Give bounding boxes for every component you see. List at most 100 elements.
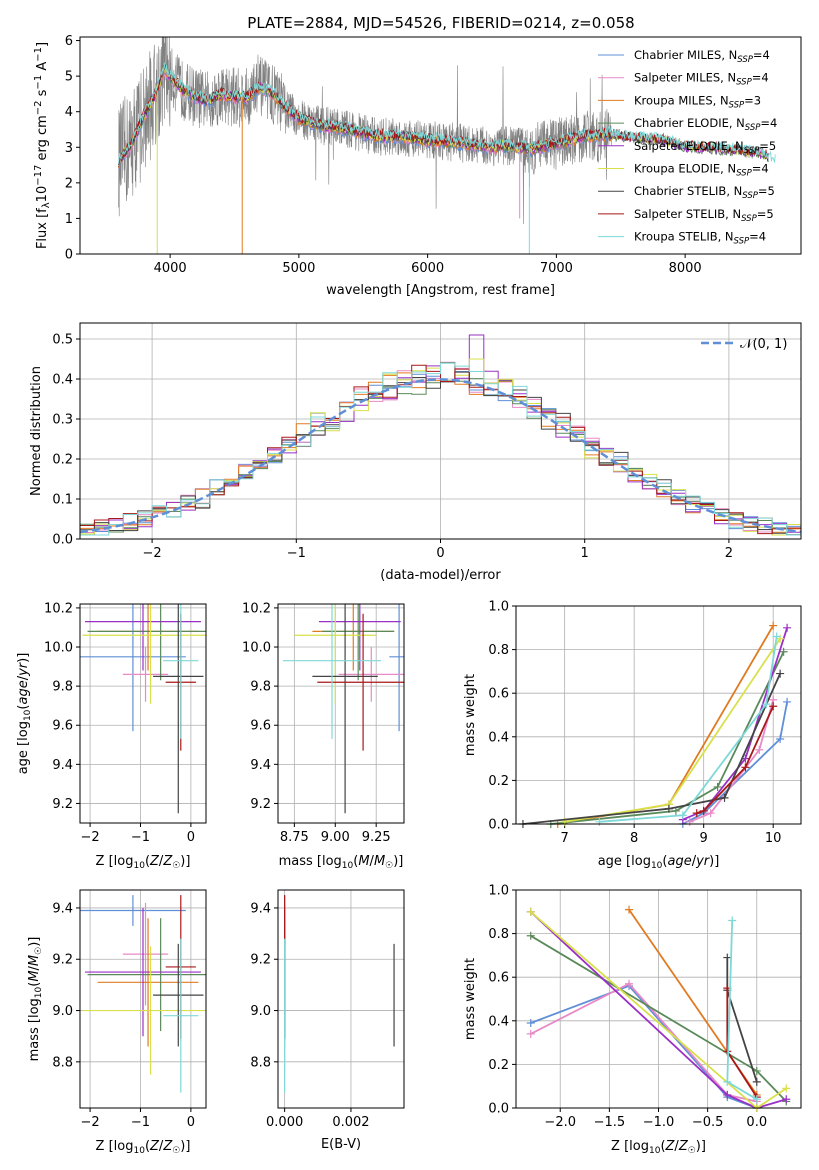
age-vs-Z-ytick-label: 9.2 [52,797,73,812]
mass-vs-ebv-ytick-label: 9.0 [250,1004,271,1019]
spectrum-xtick-label: 8000 [669,261,702,276]
mw-Z-xlabel: Z [log10(Z/Z☉)] [611,1139,706,1156]
mw-age-ytick-label: 0.2 [488,774,509,789]
spectrum-data-line [118,37,612,225]
mw-Z-ytick-label: 0.0 [488,1102,509,1117]
age-vs-mass-ytick-label: 9.2 [250,797,271,812]
spectrum-axes: 4000 5000 6000 7000 8000 0 1 2 3 4 5 6 wavelength [A… [33,34,802,298]
age-vs-mass-ytick-label: 10.2 [242,601,271,616]
spectrum-ylabel: Flux [fλ10−17 erg cm−2 s−1 A−1] [33,42,52,249]
mw-Z-line [726,957,758,1083]
residual-histogram [79,362,801,539]
spectrum-plot [118,37,776,254]
mw-age-line [696,705,775,814]
mw-Z-xtick-label: 0.0 [746,1115,767,1130]
gaussian-curve [79,378,802,534]
mass-vs-Z-xtick-label: −1 [131,1115,150,1130]
spectrum-ytick-label: 0 [65,248,73,263]
mw-age-marker [706,809,715,818]
mw-Z-line [530,984,758,1109]
mw-age-xtick-label: 8 [630,831,638,846]
mass-vs-ebv-axes: 0.000 0.002 8.8 9.0 9.2 9.4 E(B-V) [250,889,405,1152]
mw-Z-line [530,911,787,1109]
mw-age-marker [783,697,792,706]
mw-age-marker [769,621,778,630]
mw-age-marker [762,700,771,709]
mass-vs-Z-xtick-label: −2 [80,1115,99,1130]
mw-Z-ytick-label: 0.2 [488,1058,509,1073]
mass-vs-ebv-ytick-label: 8.8 [250,1055,271,1070]
mw-age-line [682,627,788,821]
age-vs-Z-axes: −2 −1 0 9.2 9.4 9.6 9.8 10.0 10.2 Z [log10(Z/Z☉)]… [16,601,207,871]
residuals-xtick-label: −1 [287,546,306,561]
mw-Z-marker [723,953,732,962]
mass-vs-ebv-frame [277,889,405,1109]
mw-Z-marker [782,1095,791,1104]
spectrum-ytick-label: 4 [65,105,73,120]
mw-age-line [557,625,774,825]
residuals-ytick-label: 0.3 [52,413,73,428]
mass-vs-Z-ytick-label: 9.4 [52,901,73,916]
mw-age-line [599,636,778,823]
residuals-axes: −2 −1 0 1 2 0.0 0.1 0.2 0.3 0.4 0.5 𝒩(0, 1) (data-mo… [29,322,802,583]
mass-vs-ebv-xtick-label: 0.002 [332,1115,369,1130]
mass-vs-Z-plot [80,895,206,1093]
age-vs-mass-ytick-label: 9.8 [250,680,271,695]
age-vs-mass-ytick-label: 10.0 [242,641,271,656]
age-vs-Z-ytick-label: 9.6 [52,719,73,734]
residuals-xtick-label: 2 [725,546,733,561]
mw-age-ytick-label: 0.8 [488,643,509,658]
spectrum-ytick-label: 2 [65,176,73,191]
gaussian-legend-label: 𝒩(0, 1) [740,337,787,352]
mw-Z-marker [625,905,634,914]
mw-age-marker [772,632,781,641]
mw-age-ytick-label: 0.0 [488,818,509,833]
mw-age-line [564,638,781,823]
mw-Z-marker [526,907,535,916]
age-vs-Z-ylabel: age [log10(age/yr)] [16,653,33,775]
age-vs-Z-xtick-label: 0 [187,830,195,845]
mw-age-line [522,673,781,825]
age-vs-mass-axes: 8.75 9.00 9.25 9.2 9.4 9.6 9.8 10.0 10.2 mass [lo… [242,601,405,871]
age-vs-mass-ytick-label: 9.4 [250,758,271,773]
mw-age-ytick-label: 0.6 [488,687,509,702]
residuals-ytick-label: 0.0 [52,533,73,548]
mass-vs-ebv-ytick-label: 9.4 [250,901,271,916]
mw-age-xtick-label: 9 [700,831,708,846]
mw-age-frame [515,605,802,825]
mw-Z-frame [515,889,802,1109]
mw-Z-marker [723,1077,732,1086]
residuals-xtick-label: 0 [436,546,444,561]
age-vs-Z-ytick-label: 10.2 [44,601,73,616]
age-vs-Z-frame [79,603,207,824]
mass-vs-ebv-xlabel: E(B-V) [321,1137,361,1152]
legend-entry: Chabrier MILES, NSSP=4 [634,48,770,65]
mass-vs-Z-axes: −2 −1 0 8.8 9.0 9.2 9.4 Z [log10(Z/Z☉)] mass [lo… [27,889,207,1156]
mw-age-marker [776,734,785,743]
spectrum-xtick-label: 4000 [154,261,187,276]
mw-age-marker [664,804,673,813]
mw-age-marker [720,793,729,802]
residuals-xlabel: (data-model)/error [380,568,501,583]
mw-Z-ylabel: mass weight [463,958,478,1040]
mw-Z-line [530,982,757,1103]
age-vs-mass-plot [282,604,404,814]
legend-entry: Chabrier ELODIE, NSSP=4 [634,116,777,133]
spectrum-xtick-label: 7000 [540,261,573,276]
age-vs-Z-xtick-label: −1 [131,830,150,845]
mass-vs-Z-ytick-label: 9.2 [52,953,73,968]
residuals-ytick-label: 0.5 [52,333,73,348]
legend-entry: Salpeter ELODIE, NSSP=5 [634,139,776,156]
mw-age-marker [783,623,792,632]
mw-Z-marker [782,1084,791,1093]
mw-Z-ytick-label: 0.8 [488,927,509,942]
mw-age-marker [755,745,764,754]
spectrum-frame [79,36,802,255]
age-vs-Z-plot [80,604,206,814]
mw-age-line [682,701,788,825]
mw-Z-marker [752,1077,761,1086]
mw-age-xtick-label: 10 [765,831,782,846]
legend-entry: Salpeter STELIB, NSSP=5 [634,207,774,224]
residuals-frame [79,322,802,540]
mw-age-xlabel: age [log10(age/yr)] [598,854,720,871]
